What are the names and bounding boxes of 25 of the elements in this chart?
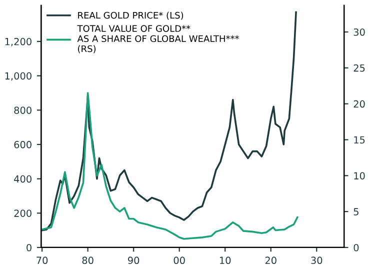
y-tick-label: 600 bbox=[14, 140, 32, 148]
x-tick-label: 70 bbox=[36, 256, 48, 264]
y2-tick-label: 30 bbox=[354, 28, 365, 36]
x-tick-label: 00 bbox=[174, 256, 185, 264]
y2-tick-label: 5 bbox=[354, 208, 358, 216]
y-tick-label: 200 bbox=[14, 210, 32, 217]
x-tick-label: 10 bbox=[220, 256, 231, 264]
legend-label: REAL GOLD PRICE* (LS) bbox=[78, 12, 184, 20]
y-tick-label: 800 bbox=[14, 106, 32, 114]
y2-tick-label: 0 bbox=[354, 244, 359, 252]
x-tick-label: 80 bbox=[82, 256, 94, 264]
legend-label: TOTAL VALUE OF GOLD** AS A SHARE OF GLOBAL WEALTH*** (RS) bbox=[77, 25, 240, 54]
y2-tick-label: 15 bbox=[354, 136, 365, 144]
y2-tick-label: 25 bbox=[354, 64, 365, 72]
y-tick-label: 1,000 bbox=[5, 72, 32, 81]
x-tick-label: 20 bbox=[265, 256, 276, 264]
x-tick-label: 90 bbox=[128, 256, 140, 264]
x-tick-label: 30 bbox=[311, 256, 322, 264]
y-tick-label: 0 bbox=[26, 244, 32, 252]
line-series bbox=[41, 11, 297, 232]
y-tick-label: 1,200 bbox=[5, 38, 32, 46]
y2-tick-label: 10 bbox=[354, 172, 365, 180]
line-series bbox=[41, 92, 298, 240]
y-tick-label: 400 bbox=[14, 175, 32, 183]
y2-tick-label: 20 bbox=[354, 100, 365, 108]
